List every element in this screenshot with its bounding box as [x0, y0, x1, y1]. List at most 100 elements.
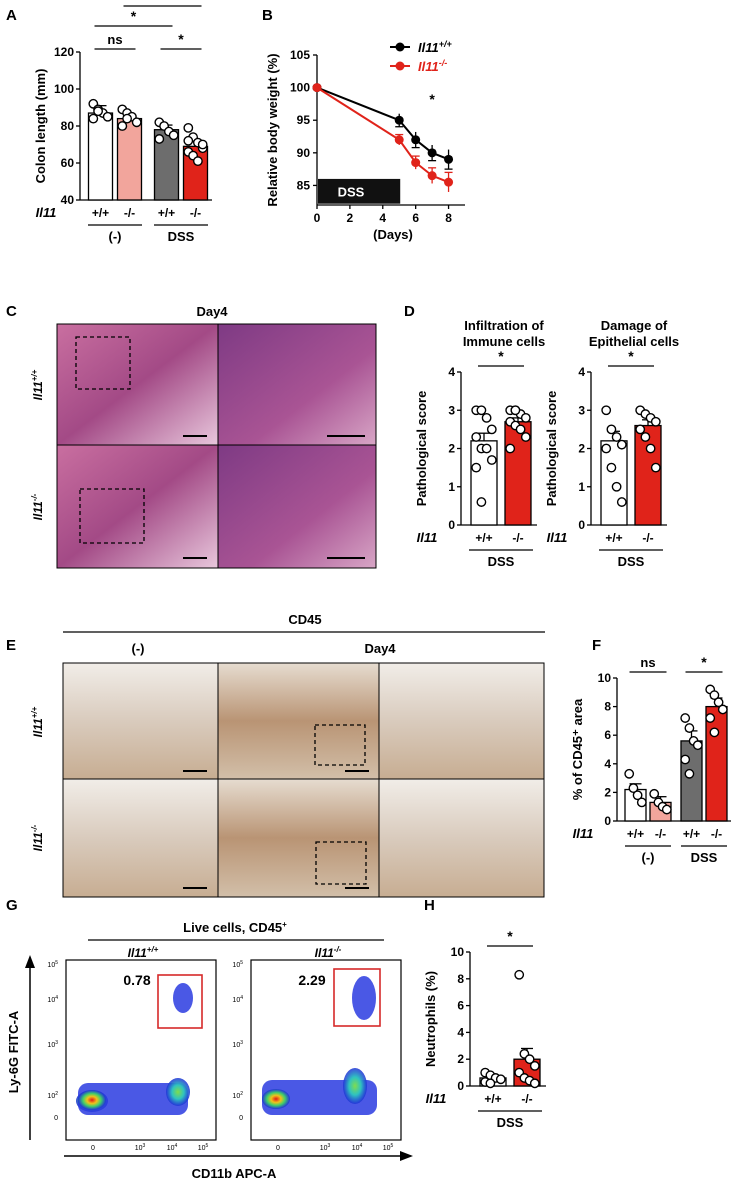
- data-point: [471, 432, 482, 442]
- y-axis-label: Neutrophils (%): [423, 971, 438, 1067]
- data-point: [93, 106, 104, 117]
- y-tick-label: 8: [457, 972, 464, 986]
- he-image-ko-high: [217, 444, 377, 569]
- y-tick-label: 1: [448, 480, 455, 494]
- data-point: [485, 1078, 496, 1089]
- genotype-row-label: Il11: [417, 530, 438, 545]
- panel-e-ihc: CD45 (-) Day4 Il11+/+ Il11-/-: [30, 612, 545, 898]
- data-point: [606, 424, 617, 435]
- bar: [705, 705, 728, 822]
- flow-x-arrowhead-icon: [400, 1151, 413, 1161]
- data-point: [520, 432, 531, 442]
- data-point: [611, 432, 622, 442]
- data-point: [131, 117, 142, 128]
- flow-gate-ko: [333, 968, 381, 1027]
- data-point: [102, 111, 113, 122]
- data-point: [481, 443, 492, 454]
- data-point: [312, 83, 322, 93]
- y-tick-label: 4: [578, 365, 585, 379]
- flow-ytick: 102: [232, 1091, 243, 1100]
- he-zoom-box-wt: [75, 336, 131, 390]
- flow-population-main: [78, 1090, 106, 1110]
- flow-population-cd11b: [343, 1068, 367, 1104]
- data-point: [611, 481, 622, 492]
- flow-xtick: 104: [167, 1143, 178, 1152]
- y-tick-label: 10: [451, 945, 465, 959]
- panel-letter-c: C: [6, 303, 17, 320]
- data-point: [394, 115, 404, 125]
- legend-label-gene: Il11: [418, 59, 439, 74]
- chart-title: Infiltration of: [464, 318, 544, 333]
- flow-population-cd11b: [166, 1078, 190, 1106]
- data-point: [635, 424, 646, 435]
- genotype-label: +/+: [92, 206, 109, 220]
- data-point: [645, 443, 656, 454]
- he-image-ko-low: [56, 444, 219, 569]
- panel-letter-a: A: [6, 7, 17, 24]
- chart-title: Epithelial cells: [589, 334, 679, 349]
- data-point: [427, 171, 437, 181]
- flow-plot-title-ko: Il11-/-: [315, 945, 342, 960]
- significance-label: ***: [154, 0, 171, 4]
- ihc-image-wt-ctrl: [62, 662, 219, 780]
- y-tick-label: 0: [604, 814, 611, 828]
- genotype-label: -/-: [521, 1092, 532, 1106]
- flow-ytick: 104: [232, 995, 243, 1004]
- data-point: [632, 790, 643, 801]
- panel-letter-g: G: [6, 897, 18, 914]
- group-label: DSS: [488, 554, 515, 569]
- panel-e-col-ctrl: (-): [132, 641, 145, 656]
- panel-letter-b: B: [262, 7, 273, 24]
- panel-e-header: CD45: [288, 612, 321, 627]
- flow-ytick: 103: [47, 1040, 58, 1049]
- genotype-label: +/+: [158, 206, 175, 220]
- panel-letter-h: H: [424, 897, 435, 914]
- data-point: [709, 690, 720, 701]
- x-axis-label: (Days): [373, 227, 413, 242]
- y-tick-label: 120: [54, 45, 74, 59]
- flow-population-main: [262, 1089, 290, 1109]
- legend-marker: [395, 42, 405, 52]
- significance-label: *: [701, 654, 707, 670]
- panel-g-flow: Live cells, CD45+ Il11+/+ Il11-/- Ly-6G …: [6, 920, 413, 1181]
- data-point: [661, 804, 672, 815]
- flow-xtick: 103: [135, 1143, 146, 1152]
- significance-label: ns: [107, 32, 122, 47]
- data-point: [717, 704, 728, 715]
- data-point: [684, 723, 695, 733]
- dss-treatment-bar: [318, 178, 401, 204]
- flow-gate-value-ko: 2.29: [298, 972, 325, 988]
- data-point: [154, 134, 165, 144]
- flow-ytick: 105: [232, 960, 243, 969]
- genotype-label: -/-: [655, 827, 666, 841]
- data-point: [529, 1078, 540, 1089]
- genotype-label: -/-: [124, 206, 135, 220]
- flow-population-band: [78, 1083, 188, 1115]
- flow-plot-title-wt: Il11+/+: [128, 945, 159, 960]
- data-point: [411, 135, 421, 145]
- data-point: [394, 135, 404, 145]
- significance-label: *: [507, 928, 513, 944]
- y-tick-label: 95: [297, 113, 311, 127]
- data-point: [520, 412, 531, 423]
- y-tick-label: 80: [61, 119, 75, 133]
- data-point: [616, 497, 627, 507]
- legend-label-genotype: +/+: [439, 39, 453, 49]
- flow-xtick: 104: [352, 1143, 363, 1152]
- genotype-row-label: Il11: [426, 1091, 447, 1106]
- data-point: [601, 443, 612, 454]
- y-axis-label: Pathological score: [544, 391, 559, 507]
- significance-label: *: [628, 348, 634, 364]
- y-tick-label: 10: [598, 671, 612, 685]
- significance-label: *: [429, 91, 435, 107]
- chart-neutrophils: 0 2 4 6 8 10 Neutrophils (%) * Il11 +/+ -/- DSS: [423, 928, 546, 1130]
- y-tick-label: 2: [578, 442, 585, 456]
- genotype-label: +/+: [484, 1092, 501, 1106]
- y-tick-label: 2: [457, 1052, 464, 1066]
- flow-xtick: 0: [276, 1145, 280, 1152]
- y-axis-label: Pathological score: [414, 391, 429, 507]
- genotype-label: -/-: [711, 827, 722, 841]
- data-point: [183, 122, 194, 133]
- data-point: [628, 783, 639, 794]
- group-label: DSS: [168, 229, 195, 244]
